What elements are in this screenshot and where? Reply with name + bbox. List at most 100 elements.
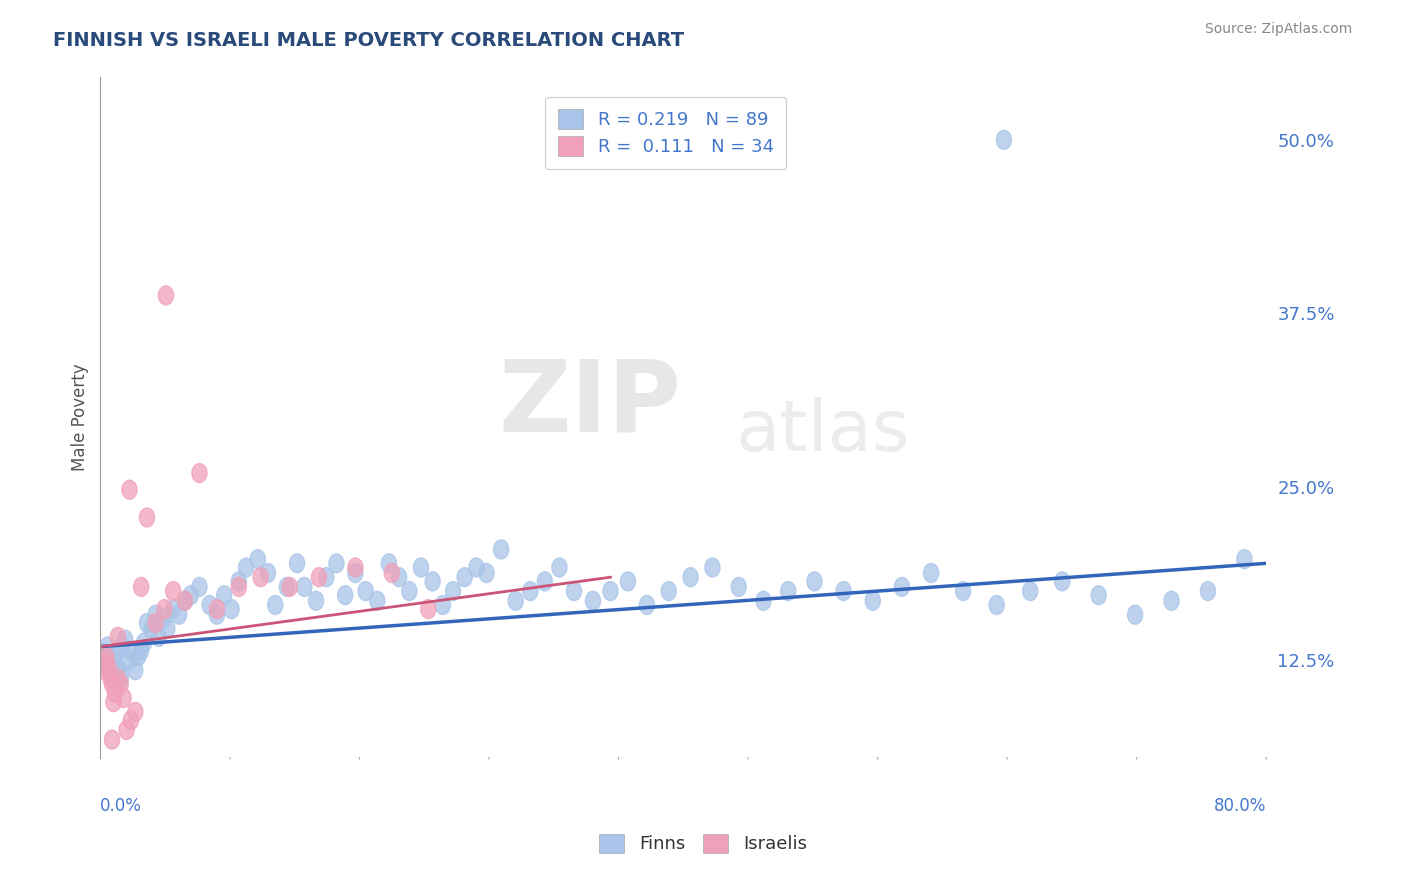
Ellipse shape [231, 577, 246, 597]
Ellipse shape [117, 689, 131, 707]
Ellipse shape [280, 577, 294, 597]
Ellipse shape [537, 572, 553, 591]
Y-axis label: Male Poverty: Male Poverty [72, 364, 89, 471]
Ellipse shape [136, 633, 152, 652]
Ellipse shape [166, 599, 181, 619]
Ellipse shape [105, 692, 121, 712]
Ellipse shape [166, 582, 181, 600]
Ellipse shape [585, 591, 600, 610]
Ellipse shape [620, 572, 636, 591]
Ellipse shape [103, 669, 118, 688]
Ellipse shape [283, 577, 298, 597]
Ellipse shape [391, 567, 406, 587]
Ellipse shape [111, 661, 127, 680]
Ellipse shape [108, 644, 124, 663]
Ellipse shape [603, 582, 619, 600]
Ellipse shape [120, 721, 134, 739]
Ellipse shape [131, 647, 146, 665]
Ellipse shape [217, 586, 232, 605]
Ellipse shape [122, 480, 136, 500]
Ellipse shape [661, 582, 676, 600]
Ellipse shape [112, 674, 128, 694]
Ellipse shape [172, 605, 187, 624]
Ellipse shape [807, 572, 823, 591]
Ellipse shape [683, 567, 699, 587]
Ellipse shape [124, 711, 139, 730]
Ellipse shape [997, 130, 1011, 150]
Ellipse shape [756, 591, 770, 610]
Ellipse shape [337, 586, 353, 605]
Ellipse shape [159, 285, 173, 305]
Ellipse shape [110, 627, 125, 647]
Ellipse shape [148, 605, 163, 624]
Ellipse shape [640, 596, 654, 615]
Ellipse shape [104, 730, 120, 749]
Ellipse shape [107, 683, 122, 702]
Ellipse shape [359, 582, 373, 600]
Ellipse shape [183, 586, 198, 605]
Ellipse shape [98, 647, 114, 665]
Ellipse shape [209, 599, 225, 619]
Ellipse shape [347, 558, 363, 577]
Ellipse shape [156, 609, 170, 628]
Ellipse shape [924, 564, 939, 582]
Ellipse shape [112, 669, 128, 688]
Ellipse shape [101, 661, 117, 680]
Ellipse shape [103, 658, 118, 677]
Ellipse shape [567, 582, 582, 600]
Ellipse shape [267, 596, 283, 615]
Ellipse shape [128, 661, 143, 680]
Ellipse shape [253, 567, 269, 587]
Ellipse shape [1237, 549, 1251, 569]
Text: atlas: atlas [735, 397, 911, 466]
Ellipse shape [425, 572, 440, 591]
Text: 80.0%: 80.0% [1213, 797, 1267, 814]
Ellipse shape [134, 577, 149, 597]
Ellipse shape [1054, 572, 1070, 591]
Ellipse shape [96, 651, 111, 670]
Ellipse shape [150, 627, 166, 647]
Ellipse shape [239, 558, 253, 577]
Ellipse shape [551, 558, 567, 577]
Ellipse shape [143, 619, 159, 638]
Ellipse shape [381, 554, 396, 573]
Ellipse shape [290, 554, 305, 573]
Ellipse shape [224, 599, 239, 619]
Ellipse shape [402, 582, 418, 600]
Ellipse shape [191, 577, 207, 597]
Ellipse shape [468, 558, 484, 577]
Ellipse shape [115, 637, 129, 657]
Ellipse shape [1201, 582, 1216, 600]
Ellipse shape [100, 655, 115, 674]
Ellipse shape [311, 567, 326, 587]
Ellipse shape [148, 614, 163, 632]
Ellipse shape [202, 596, 218, 615]
Ellipse shape [160, 619, 174, 638]
Ellipse shape [110, 669, 125, 688]
Ellipse shape [134, 641, 149, 660]
Text: ZIP: ZIP [499, 355, 682, 452]
Ellipse shape [479, 564, 494, 582]
Ellipse shape [177, 591, 193, 610]
Ellipse shape [110, 665, 125, 684]
Ellipse shape [894, 577, 910, 597]
Ellipse shape [347, 564, 363, 582]
Ellipse shape [297, 577, 312, 597]
Ellipse shape [231, 572, 246, 591]
Ellipse shape [157, 599, 172, 619]
Ellipse shape [837, 582, 851, 600]
Ellipse shape [104, 665, 120, 684]
Ellipse shape [865, 591, 880, 610]
Ellipse shape [446, 582, 461, 600]
Ellipse shape [1022, 582, 1038, 600]
Ellipse shape [704, 558, 720, 577]
Ellipse shape [139, 508, 155, 527]
Ellipse shape [956, 582, 970, 600]
Ellipse shape [139, 614, 155, 632]
Ellipse shape [97, 661, 112, 680]
Ellipse shape [329, 554, 344, 573]
Text: FINNISH VS ISRAELI MALE POVERTY CORRELATION CHART: FINNISH VS ISRAELI MALE POVERTY CORRELAT… [53, 31, 685, 50]
Ellipse shape [128, 702, 143, 722]
Ellipse shape [731, 577, 747, 597]
Ellipse shape [100, 637, 115, 657]
